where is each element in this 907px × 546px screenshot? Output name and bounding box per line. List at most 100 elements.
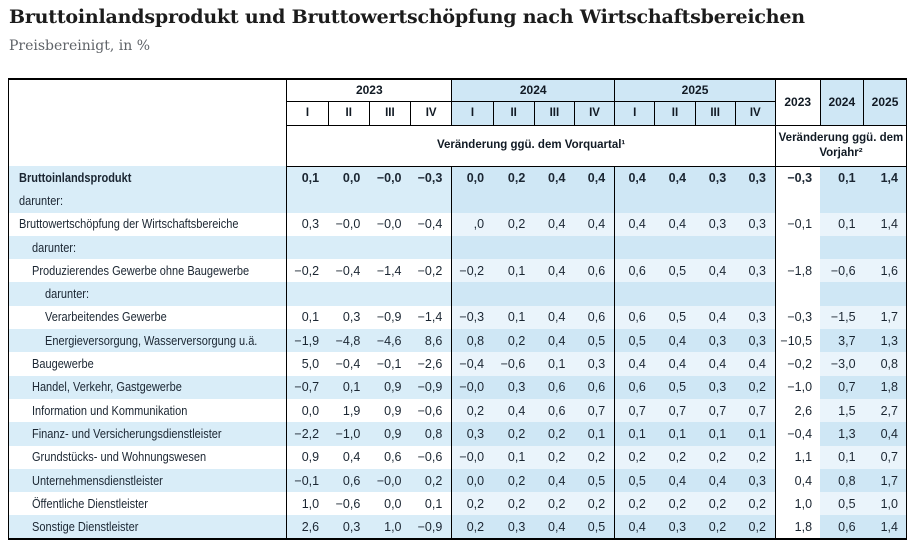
value-cell: 0,2 [654,492,696,516]
annual-value-cell: −1,8 [774,259,821,283]
annual-value-cell [774,189,821,213]
value-cell: 0,3 [493,515,535,539]
value-cell: 0,4 [534,166,575,190]
row-label-text: Energieversorgung, Wasserversorgung u.ä. [45,333,258,348]
value-cell: −0,9 [410,515,452,539]
row-label-text: Grundstücks- und Wohnungswesen [32,450,207,465]
value-cell [735,189,776,213]
value-cell: 0,6 [328,468,370,493]
annual-value-cell: 1,1 [774,445,821,469]
value-cell: 0,3 [328,305,370,330]
value-cell: 0,2 [534,422,575,446]
value-cell: −0,0 [451,375,494,399]
value-cell: 0,3 [654,515,696,539]
value-cell: 0,2 [574,445,615,469]
value-cell: 0,4 [654,166,696,190]
value-cell: 0,4 [654,212,696,236]
value-cell: 0,3 [735,259,776,283]
year-group-header: 2023 [286,79,452,102]
annual-year-header: 2025 [863,79,907,126]
row-label: Bruttowertschöpfung der Wirtschaftsberei… [8,212,287,236]
value-cell: 0,6 [574,259,615,283]
value-cell: 0,4 [328,445,370,469]
value-cell [410,235,452,260]
value-cell: 0,3 [328,515,370,539]
value-cell: −2,2 [286,422,329,446]
value-cell: 0,3 [451,422,494,446]
value-cell: −0,0 [451,445,494,469]
table-row: Bruttoinlandsprodukt 0,1 0,0 −0,0 −0,3 0,0 0,2… [8,166,907,190]
value-cell: −0,7 [286,375,329,399]
value-cell [534,235,575,260]
value-cell: 0,2 [534,492,575,516]
annual-value-cell: 1,8 [774,515,821,539]
annual-value-cell: −0,6 [820,259,864,283]
row-label-text: Verarbeitendes Gewerbe [45,310,167,325]
quarter-header: II [654,101,696,126]
annual-value-cell: 0,1 [820,445,864,469]
value-cell: 0,4 [695,259,736,283]
value-cell: 0,7 [654,398,696,423]
value-cell: 0,8 [410,422,452,446]
quarter-header: II [492,101,535,126]
quarter-header: III [694,101,736,126]
value-cell: 0,6 [574,375,615,399]
value-cell: 5,0 [286,352,329,376]
table-row: darunter: [8,235,907,260]
quarter-header: IV [410,101,452,126]
table-row: Produzierendes Gewerbe ohne Baugewerbe −0… [8,259,907,283]
annual-value-cell [774,235,821,260]
quarter-header: III [533,101,575,126]
value-cell: 0,3 [735,166,776,190]
value-cell: 0,2 [493,212,535,236]
value-cell: 0,6 [614,375,655,399]
value-cell: 0,9 [369,422,411,446]
row-label-text: darunter: [19,193,64,208]
annual-value-cell: 0,8 [863,352,907,376]
value-cell: 0,6 [369,445,411,469]
annual-value-cell: 1,0 [774,492,821,516]
annual-value-cell: 2,7 [863,398,907,423]
value-cell: 0,4 [654,329,696,353]
value-cell [534,282,575,306]
value-cell: 0,3 [695,375,736,399]
value-cell: 0,1 [695,422,736,446]
row-label-text: darunter: [45,287,90,302]
value-cell: 0,5 [574,329,615,353]
annual-year-header: 2024 [819,79,864,126]
value-cell: 0,2 [695,515,736,539]
quarter-header: I [286,101,329,126]
row-label: Sonstige Dienstleister [8,515,287,539]
value-cell: 0,4 [574,212,615,236]
row-label-text: Baugewerbe [32,357,94,372]
value-cell: −0,9 [369,305,411,330]
table-row: Grundstücks- und Wohnungswesen 0,9 0,4 0,6 −… [8,445,907,469]
value-cell: 0,1 [493,305,535,330]
value-cell [286,189,329,213]
value-cell: 0,4 [695,468,736,493]
value-cell: 0,4 [614,352,655,376]
annual-value-cell: 1,7 [863,468,907,493]
value-cell: 0,4 [534,468,575,493]
value-cell: 0,3 [574,352,615,376]
value-cell: 8,6 [410,329,452,353]
value-cell: 0,5 [574,515,615,539]
value-cell [328,235,370,260]
value-cell: −0,1 [369,352,411,376]
annual-value-cell [863,189,907,213]
value-cell: 0,4 [534,305,575,330]
value-cell [451,282,494,306]
quarter-note: Veränderung ggü. dem Vorquartal¹ [286,125,776,167]
value-cell: −0,4 [328,259,370,283]
row-label: Energieversorgung, Wasserversorgung u.ä. [8,329,287,353]
year-group-header: 2024 [451,79,615,102]
value-cell: 0,9 [286,445,329,469]
value-cell [369,189,411,213]
annual-value-cell [820,189,864,213]
value-cell: −0,6 [493,352,535,376]
value-cell: 0,4 [695,352,736,376]
annual-value-cell: −3,0 [820,352,864,376]
row-label: Öffentliche Dienstleister [8,492,287,516]
value-cell [410,189,452,213]
value-cell: 0,1 [493,259,535,283]
